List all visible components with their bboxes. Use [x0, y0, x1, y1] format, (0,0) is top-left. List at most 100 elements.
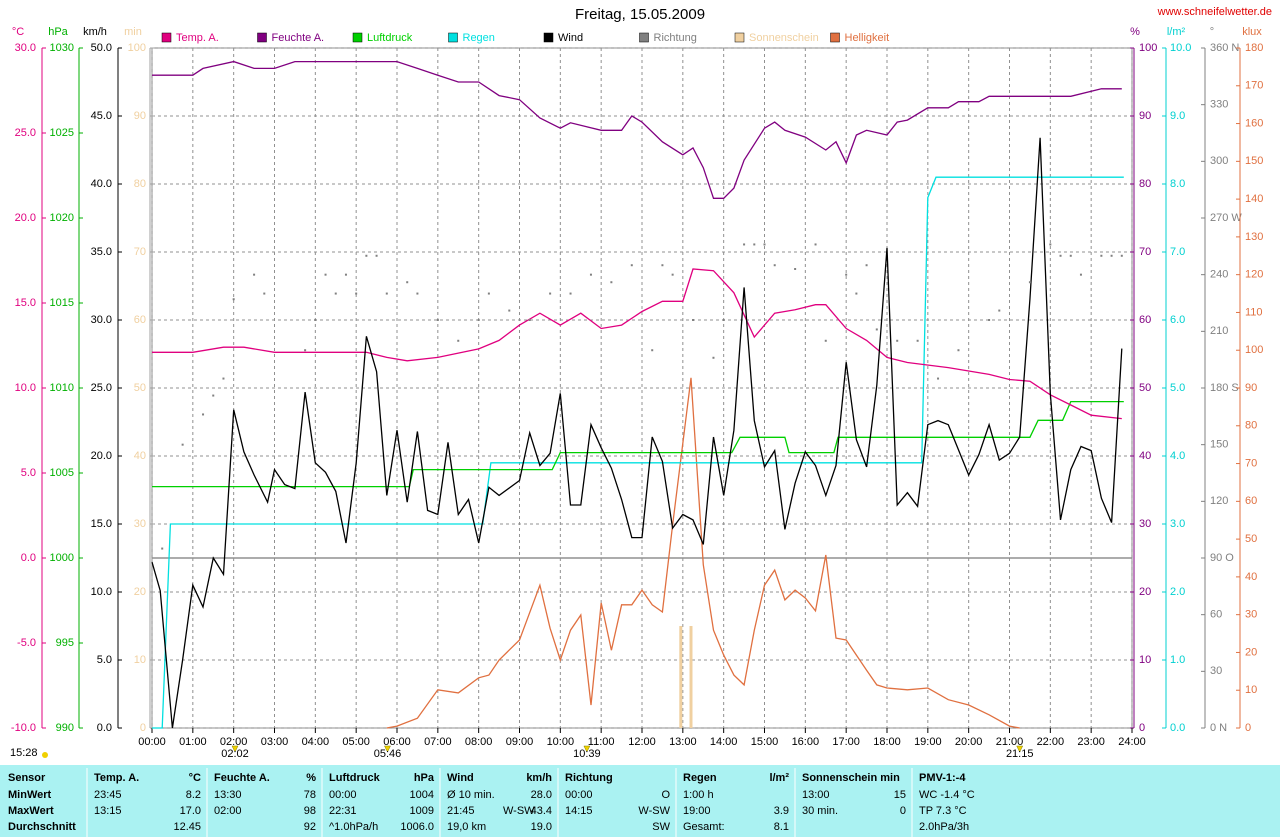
direction-dot: [508, 309, 511, 312]
y-tick-label: 4.0: [1170, 450, 1185, 462]
table-cell: 12.45: [173, 821, 201, 833]
table-header: Feuchte A.: [214, 772, 270, 784]
y-tick-label: 25.0: [91, 382, 112, 394]
legend-swatch: [448, 32, 458, 43]
y-tick-label: 0.0: [97, 722, 112, 734]
table-cell: 78: [304, 789, 316, 801]
direction-dot: [202, 413, 205, 416]
y-tick-label: 995: [56, 637, 74, 649]
x-tick-label: 04:00: [302, 736, 330, 748]
axis-unit: km/h: [83, 26, 107, 38]
axis-unit: °: [1210, 26, 1214, 38]
y-tick-label: 30: [134, 518, 146, 530]
y-tick-label: 35.0: [91, 246, 112, 258]
y-tick-label: 10: [134, 654, 146, 666]
legend-label: Richtung: [654, 32, 697, 44]
table-cell: W-SW: [503, 805, 535, 817]
direction-dot: [344, 273, 347, 276]
table-cell: Ø 10 min.: [447, 789, 495, 801]
direction-dot: [814, 243, 817, 246]
direction-dot: [630, 264, 633, 267]
table-cell: 13:00: [802, 789, 830, 801]
table-cell: 19,0 km: [447, 821, 486, 833]
y-tick-label: 1030: [50, 42, 74, 54]
y-tick-label: 60: [1139, 314, 1151, 326]
table-cell: W-SW: [638, 805, 670, 817]
x-tick-label: 00:00: [138, 736, 166, 748]
series-line: [152, 400, 1124, 488]
y-tick-label: 140: [1245, 193, 1263, 205]
direction-dot: [1028, 281, 1031, 284]
direction-dot: [304, 349, 307, 352]
y-tick-label: 1005: [50, 467, 74, 479]
y-tick-label: 0: [1245, 722, 1251, 734]
direction-dot: [324, 273, 327, 276]
time-label: 10:39: [573, 748, 601, 760]
series-line: [152, 268, 1122, 420]
table-cell: 98: [304, 805, 316, 817]
table-cell: 00:00: [565, 789, 593, 801]
table-cell: 30 min.: [802, 805, 838, 817]
table-cell: ^1.0hPa/h: [329, 821, 378, 833]
direction-dot: [416, 292, 419, 295]
table-cell: 15: [894, 789, 906, 801]
y-tick-label: 40: [134, 450, 146, 462]
y-tick-label: 5.0: [1170, 382, 1185, 394]
y-tick-label: 50: [1245, 533, 1257, 545]
y-tick-label: 5.0: [21, 467, 36, 479]
y-tick-label: 1.0: [1170, 654, 1185, 666]
y-tick-label: 180: [1245, 42, 1263, 54]
y-tick-label: 160: [1245, 117, 1263, 129]
y-tick-label: 0: [140, 722, 146, 734]
direction-dot: [753, 243, 756, 246]
y-tick-label: 30: [1139, 518, 1151, 530]
y-tick-label: 90: [1139, 110, 1151, 122]
y-tick-label: 50: [1139, 382, 1151, 394]
x-tick-label: 24:00: [1118, 736, 1146, 748]
x-tick-label: 05:00: [342, 736, 370, 748]
y-tick-label: 5.0: [97, 654, 112, 666]
y-tick-label: 90 O: [1210, 552, 1234, 564]
table-cell: WC -1.4 °C: [919, 789, 975, 801]
direction-dot: [896, 339, 899, 342]
y-tick-label: 100: [1139, 42, 1157, 54]
direction-dot: [528, 319, 531, 321]
direction-dot: [1100, 254, 1103, 257]
direction-dot: [365, 254, 368, 257]
row-label: MaxWert: [8, 805, 54, 817]
y-tick-label: -10.0: [11, 722, 36, 734]
y-tick-label: 270 W: [1210, 212, 1242, 224]
table-header: Wind: [447, 772, 474, 784]
direction-dot: [998, 309, 1001, 312]
legend-label: Wind: [558, 32, 583, 44]
direction-dot: [334, 292, 337, 295]
x-tick-label: 21:00: [996, 736, 1024, 748]
direction-dot: [661, 264, 664, 267]
x-tick-label: 17:00: [832, 736, 860, 748]
direction-dot: [824, 339, 827, 342]
direction-dot: [937, 377, 940, 380]
table-cell: 1009: [410, 805, 434, 817]
y-tick-label: 30: [1210, 665, 1222, 677]
table-header: Luftdruck: [329, 772, 381, 784]
time-label: 02:02: [221, 748, 249, 760]
axis-unit: hPa: [48, 26, 68, 38]
direction-dot: [794, 268, 797, 270]
x-tick-label: 12:00: [628, 736, 656, 748]
direction-dot: [957, 349, 960, 352]
direction-dot: [1110, 254, 1113, 257]
y-tick-label: 10.0: [91, 586, 112, 598]
series-line: [152, 176, 1124, 729]
table-cell: 0: [900, 805, 906, 817]
direction-dot: [355, 292, 358, 295]
table-header: Temp. A.: [94, 772, 139, 784]
x-tick-label: 22:00: [1037, 736, 1065, 748]
legend-swatch: [161, 32, 172, 43]
axis-unit: °C: [12, 26, 24, 38]
y-tick-label: 990: [56, 722, 74, 734]
y-tick-label: 60: [1245, 495, 1257, 507]
y-tick-label: 45.0: [91, 110, 112, 122]
direction-dot: [692, 319, 695, 321]
y-tick-label: 1015: [50, 297, 74, 309]
